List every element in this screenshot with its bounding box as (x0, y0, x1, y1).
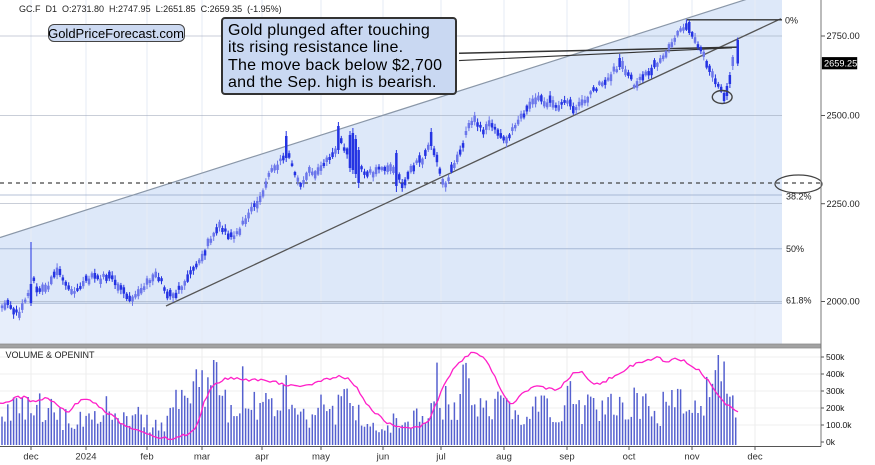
svg-text:2750.00: 2750.00 (827, 31, 860, 41)
svg-text:61.8%: 61.8% (786, 296, 812, 306)
svg-text:jun: jun (376, 452, 390, 463)
svg-text:50%: 50% (786, 244, 804, 254)
svg-text:2024: 2024 (75, 452, 96, 463)
svg-text:0%: 0% (785, 16, 798, 26)
svg-text:dec: dec (23, 452, 39, 463)
svg-text:oct: oct (623, 452, 636, 463)
svg-text:38.2%: 38.2% (786, 192, 812, 202)
svg-text:jul: jul (435, 452, 446, 463)
svg-text:500k: 500k (826, 352, 845, 362)
svg-text:dec: dec (747, 452, 763, 463)
svg-text:VOLUME & OPENINT: VOLUME & OPENINT (6, 350, 96, 360)
svg-text:nov: nov (684, 452, 700, 463)
svg-text:mar: mar (194, 452, 210, 463)
svg-text:2659.25: 2659.25 (824, 59, 857, 69)
svg-text:sep: sep (559, 452, 574, 463)
svg-text:0k: 0k (826, 437, 836, 447)
svg-text:aug: aug (496, 452, 512, 463)
svg-text:may: may (312, 452, 330, 463)
svg-text:GC.F D1 O:2731.80 H:2747.95: GC.F D1 O:2731.80 H:2747.95 L:2651.85 C:… (19, 4, 282, 14)
svg-text:2000.00: 2000.00 (827, 297, 860, 307)
svg-text:400k: 400k (826, 369, 845, 379)
svg-text:feb: feb (140, 452, 153, 463)
svg-text:200k: 200k (826, 403, 845, 413)
svg-text:100.0k: 100.0k (826, 420, 852, 430)
svg-text:2500.00: 2500.00 (827, 111, 860, 121)
svg-text:2250.00: 2250.00 (827, 199, 860, 209)
svg-text:300k: 300k (826, 386, 845, 396)
svg-text:apr: apr (255, 452, 269, 463)
